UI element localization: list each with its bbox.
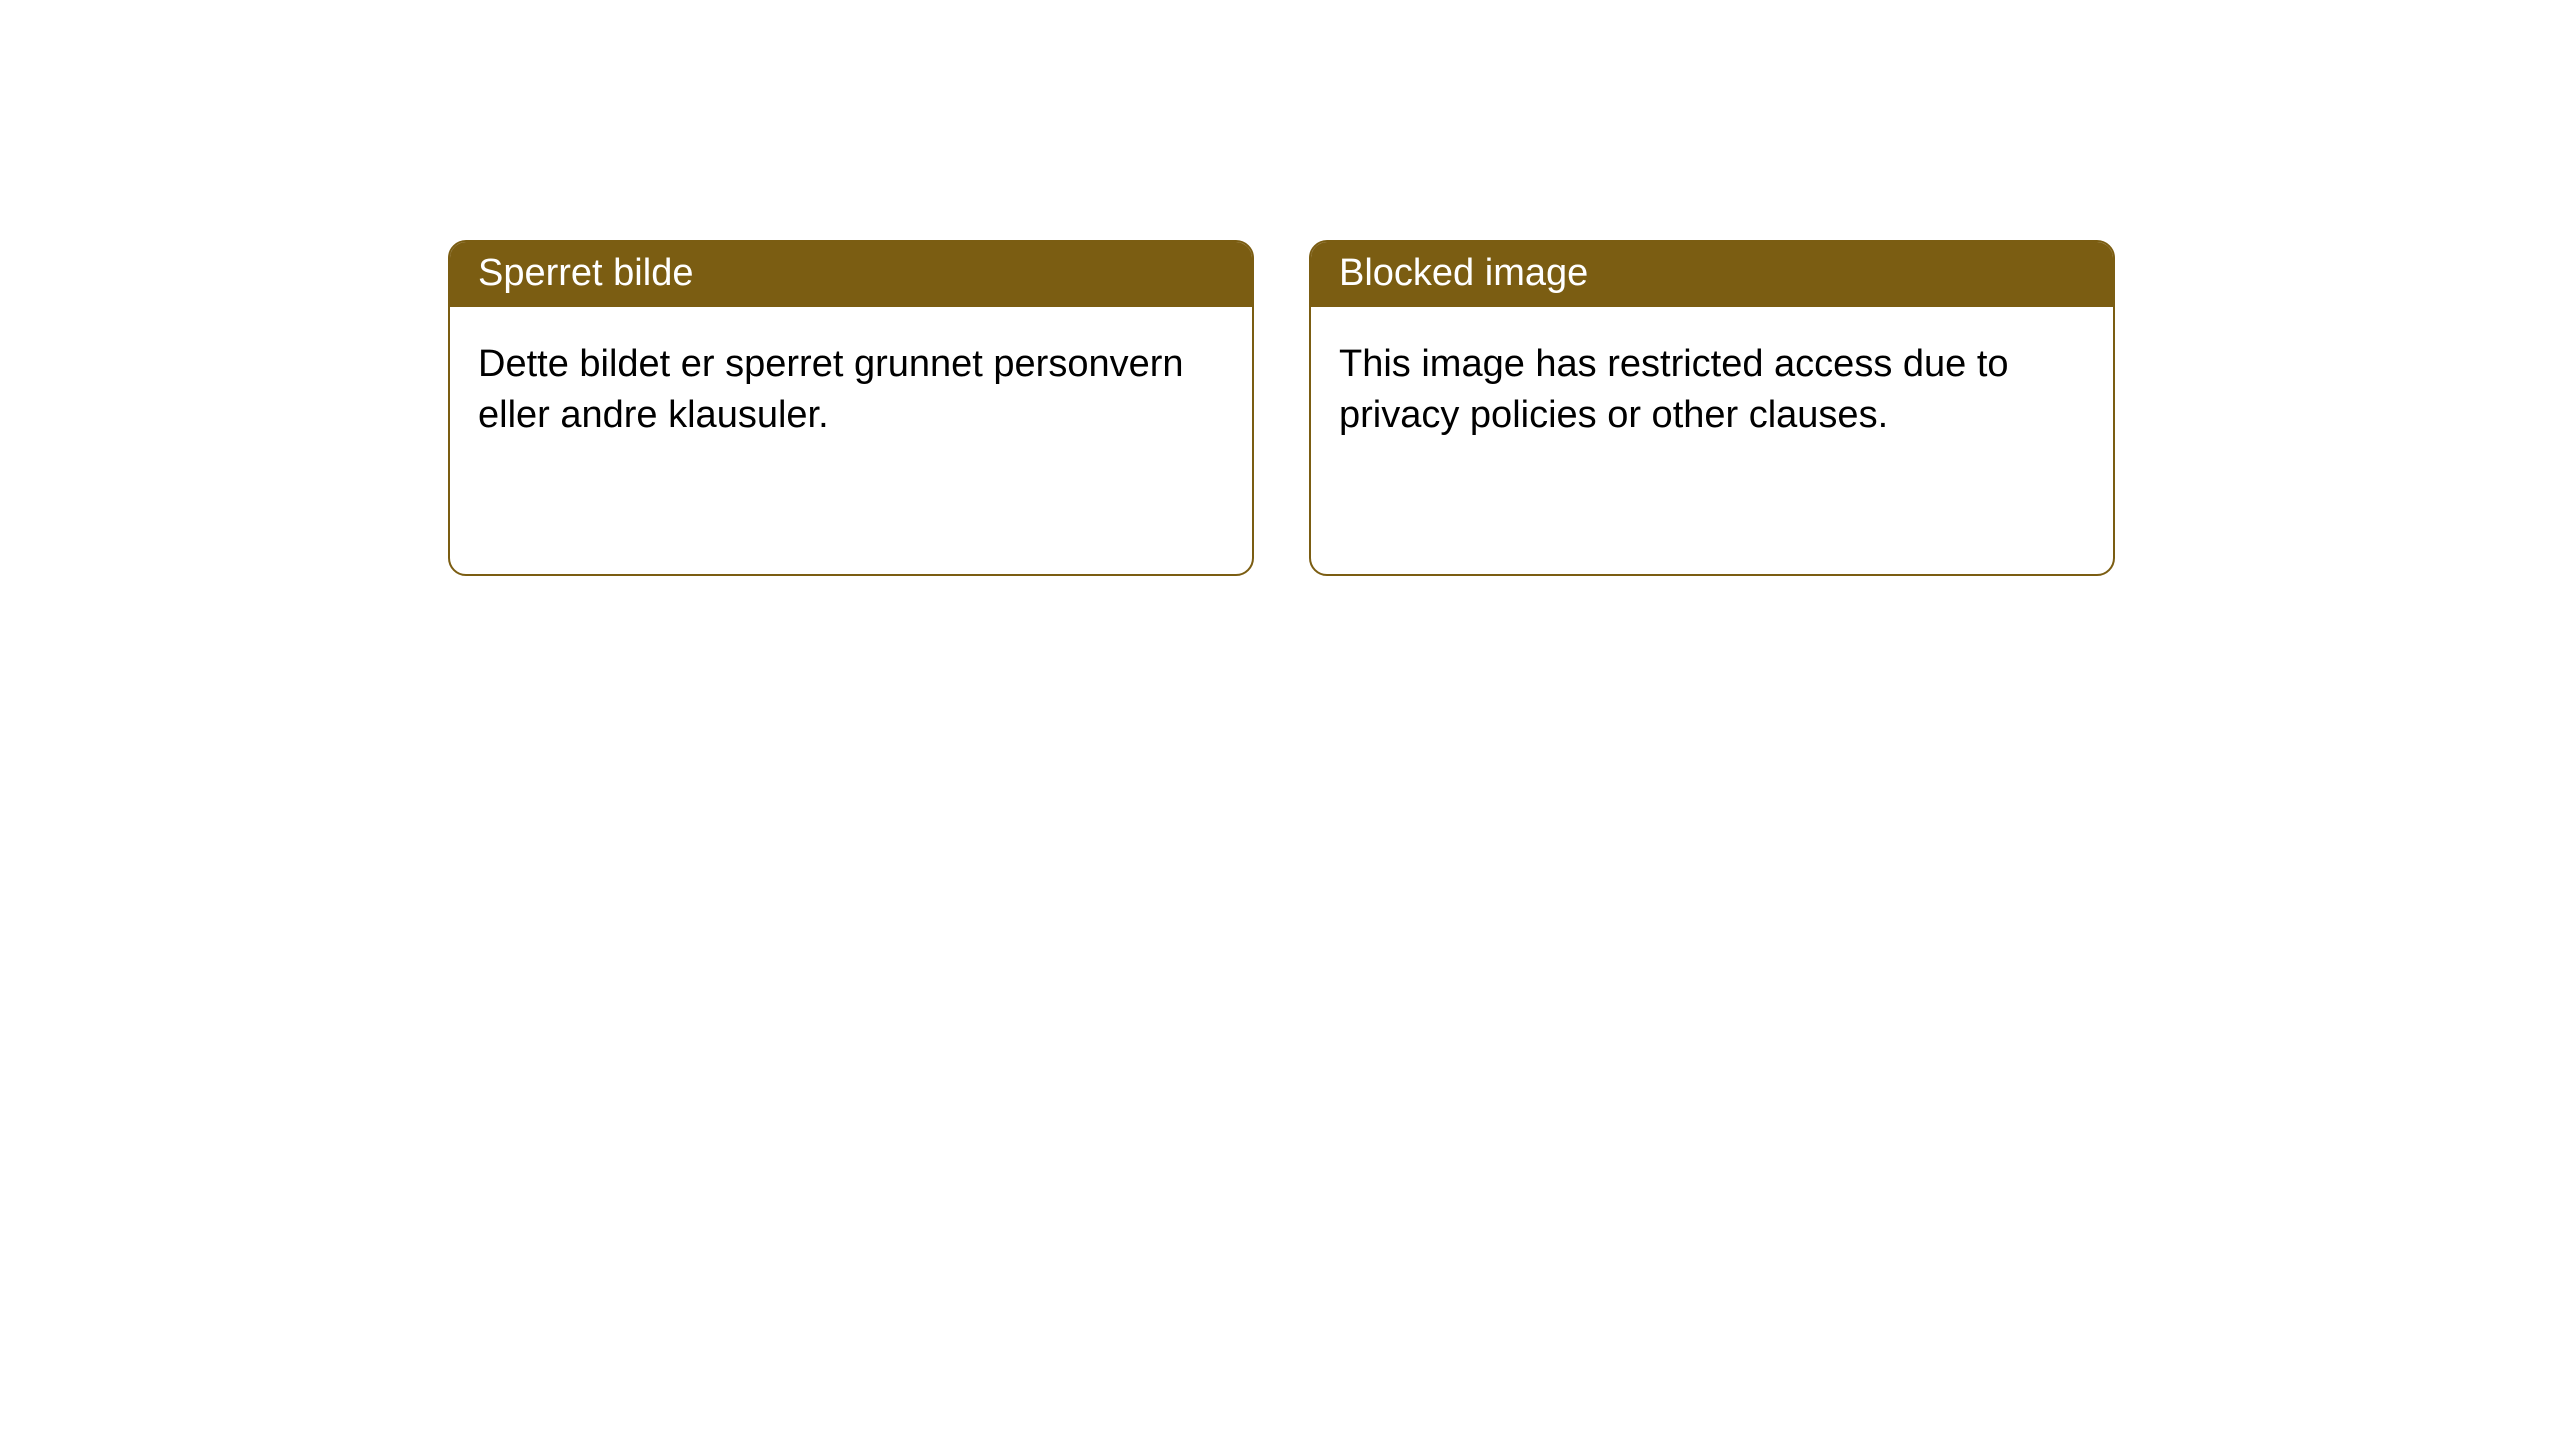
notice-card-norwegian: Sperret bilde Dette bildet er sperret gr… [448, 240, 1254, 576]
card-message: Dette bildet er sperret grunnet personve… [478, 343, 1184, 436]
card-header-english: Blocked image [1311, 242, 2113, 307]
card-title: Sperret bilde [478, 252, 693, 294]
card-title: Blocked image [1339, 252, 1588, 294]
notice-card-english: Blocked image This image has restricted … [1309, 240, 2115, 576]
notice-cards-container: Sperret bilde Dette bildet er sperret gr… [0, 0, 2560, 576]
card-message: This image has restricted access due to … [1339, 343, 2009, 436]
card-header-norwegian: Sperret bilde [450, 242, 1252, 307]
card-body-norwegian: Dette bildet er sperret grunnet personve… [450, 307, 1252, 474]
card-body-english: This image has restricted access due to … [1311, 307, 2113, 474]
